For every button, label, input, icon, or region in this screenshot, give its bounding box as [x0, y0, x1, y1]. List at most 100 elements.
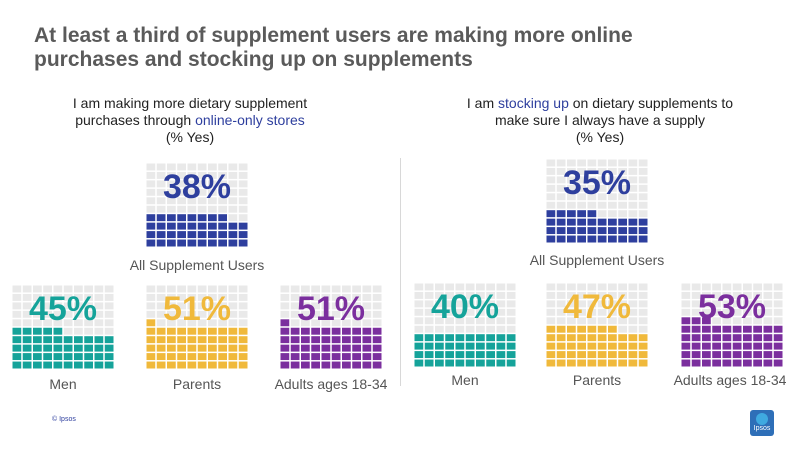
- waffle-cell-filled: [280, 336, 290, 344]
- waffle-cell-filled: [743, 359, 752, 367]
- left-question: I am making more dietary supplement purc…: [40, 95, 340, 146]
- waffle-cell-filled: [556, 227, 566, 235]
- waffle-cell-filled: [218, 231, 227, 239]
- waffle-cell-empty: [577, 291, 586, 299]
- waffle-cell-empty: [587, 159, 597, 167]
- waffle-cell-filled: [567, 227, 576, 235]
- waffle-cell-filled: [238, 361, 248, 369]
- waffle-cell-empty: [618, 193, 627, 201]
- waffle-cell-empty: [218, 163, 227, 171]
- waffle-cell-empty: [496, 291, 506, 299]
- waffle-cell-filled: [342, 344, 351, 352]
- waffle-cell-empty: [476, 283, 485, 291]
- waffle-cell-empty: [53, 302, 63, 310]
- waffle-cell-empty: [33, 293, 42, 301]
- waffle-cell-filled: [567, 218, 576, 226]
- waffle-cell-filled: [311, 327, 320, 335]
- waffle-cell-empty: [197, 285, 207, 293]
- waffle-cell-filled: [455, 334, 465, 342]
- waffle-cell-empty: [43, 285, 52, 293]
- waffle-cell-empty: [187, 310, 197, 318]
- waffle-cell-filled: [352, 353, 361, 361]
- waffle-cell-empty: [167, 163, 176, 171]
- waffle-cell-empty: [618, 300, 627, 308]
- waffle-cell-filled: [506, 334, 516, 342]
- waffle-cell-empty: [753, 308, 762, 316]
- waffle-cell-empty: [228, 293, 238, 301]
- waffle-cell-filled: [691, 325, 701, 333]
- waffle-cell-empty: [197, 310, 207, 318]
- percentage-label: 35%: [562, 164, 632, 202]
- waffle-cell-empty: [712, 291, 721, 299]
- waffle-cell-empty: [506, 300, 516, 308]
- waffle-cell-empty: [53, 293, 63, 301]
- waffle-cell-empty: [187, 180, 197, 188]
- waffle-cell-empty: [556, 201, 566, 209]
- waffle-cell-empty: [618, 308, 627, 316]
- waffle-cell-empty: [722, 300, 732, 308]
- waffle-cell-filled: [597, 218, 607, 226]
- waffle-cell-empty: [618, 184, 627, 192]
- waffle-cell-filled: [12, 327, 22, 335]
- percentage-label: 51%: [162, 290, 232, 328]
- waffle-cell-empty: [702, 308, 711, 316]
- title-line-2: purchases and stocking up on supplements: [34, 48, 473, 71]
- waffle-cell-filled: [732, 325, 742, 333]
- waffle-cell-filled: [753, 334, 762, 342]
- waffle-cell-filled: [628, 351, 638, 359]
- waffle-cell-filled: [156, 222, 166, 230]
- waffle-cell-empty: [628, 291, 638, 299]
- waffle-cell-empty: [156, 180, 166, 188]
- waffle-cell-empty: [445, 283, 454, 291]
- waffle-cell-empty: [372, 319, 382, 327]
- waffle-cell-filled: [712, 325, 721, 333]
- ipsos-logo: Ipsos: [750, 410, 774, 436]
- waffle-cell-filled: [628, 227, 638, 235]
- waffle-cell-empty: [104, 319, 114, 327]
- waffle-cell-empty: [280, 302, 290, 310]
- waffle-cell-filled: [22, 353, 32, 361]
- waffle-cell-empty: [567, 184, 576, 192]
- waffle-cell-empty: [608, 193, 617, 201]
- waffle-cell-empty: [352, 293, 361, 301]
- waffle-cell-filled: [712, 334, 721, 342]
- waffle-cell-empty: [146, 188, 156, 196]
- waffle-cell-filled: [342, 361, 351, 369]
- waffle-cell-filled: [331, 361, 341, 369]
- waffle-cell-empty: [33, 285, 42, 293]
- waffle-cell-empty: [691, 283, 701, 291]
- waffle-cell-empty: [732, 291, 742, 299]
- left-question-line-2-pre: purchases through: [75, 112, 196, 128]
- waffle-cell-filled: [567, 210, 576, 218]
- waffle-cell-filled: [618, 342, 627, 350]
- waffle-cell-empty: [218, 293, 227, 301]
- waffle-cell-empty: [577, 193, 586, 201]
- waffle-cell-empty: [321, 293, 331, 301]
- waffle-cell-filled: [94, 344, 104, 352]
- waffle-cell-filled: [712, 342, 721, 350]
- waffle-cell-empty: [773, 283, 783, 291]
- waffle-online-adults-18-34: 51%: [279, 284, 383, 370]
- waffle-cell-filled: [712, 359, 721, 367]
- waffle-cell-empty: [22, 293, 32, 301]
- waffle-cell-filled: [638, 235, 648, 243]
- waffle-cell-filled: [618, 235, 627, 243]
- waffle-cell-filled: [177, 222, 186, 230]
- waffle-cell-empty: [22, 302, 32, 310]
- waffle-cell-empty: [753, 317, 762, 325]
- waffle-cell-filled: [177, 353, 186, 361]
- waffle-cell-filled: [280, 361, 290, 369]
- waffle-cell-empty: [597, 291, 607, 299]
- waffle-cell-filled: [218, 239, 227, 247]
- waffle-cell-empty: [321, 319, 331, 327]
- copyright-text: © Ipsos: [52, 416, 76, 423]
- waffle-cell-filled: [84, 336, 93, 344]
- waffle-cell-empty: [22, 319, 32, 327]
- waffle-cell-empty: [691, 300, 701, 308]
- waffle-cell-filled: [743, 334, 752, 342]
- waffle-cell-filled: [743, 351, 752, 359]
- waffle-cell-empty: [43, 293, 52, 301]
- waffle-cell-filled: [63, 353, 73, 361]
- waffle-cell-empty: [33, 319, 42, 327]
- waffle-cell-empty: [763, 300, 773, 308]
